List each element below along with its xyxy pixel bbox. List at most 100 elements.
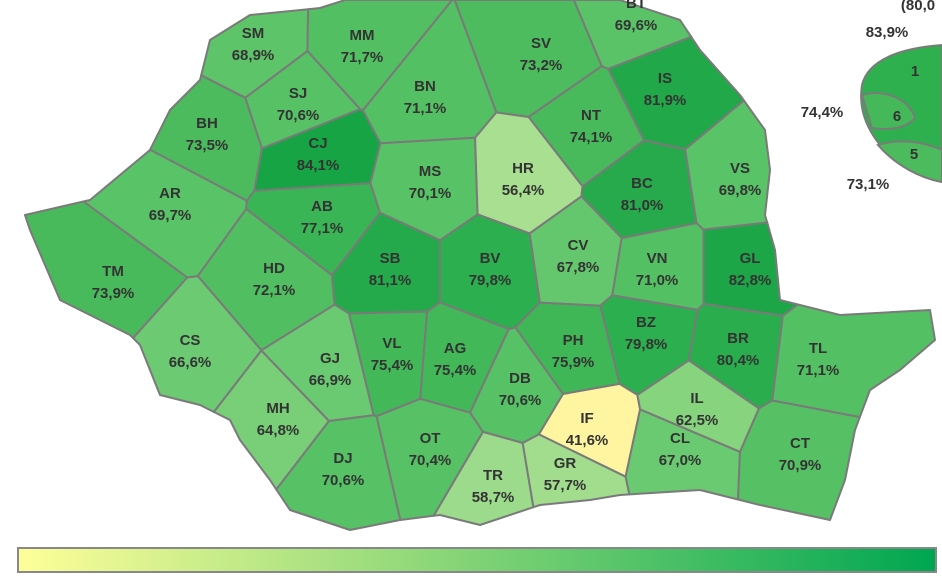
county (771, 303, 936, 419)
county-code: MH (266, 400, 289, 417)
county-code: BV (480, 250, 501, 267)
inset-shape (876, 140, 942, 184)
county-code: TL (809, 340, 827, 357)
county-code: CJ (308, 135, 327, 152)
inset-label: 5 (910, 146, 918, 163)
county-value: 75,4% (371, 357, 414, 374)
county-code: OT (420, 430, 441, 447)
county-value: 84,1% (297, 157, 340, 174)
color-legend (17, 547, 937, 573)
county-code: PH (563, 332, 584, 349)
county (275, 414, 402, 531)
county (24, 200, 189, 340)
county-value: 71,0% (636, 272, 679, 289)
county-value: 69,6% (615, 17, 658, 34)
county-value: 58,7% (472, 489, 515, 506)
inset-shape (860, 92, 917, 130)
county-code: CL (670, 430, 690, 447)
county-code: VL (382, 335, 401, 352)
county-value: 69,8% (719, 182, 762, 199)
county-value: 81,0% (621, 197, 664, 214)
inset-label: 74,4% (801, 104, 844, 121)
county (521, 433, 631, 509)
county-value: 56,4% (502, 182, 545, 199)
inset-label: 73,1% (847, 176, 890, 193)
county-value: 70,6% (322, 472, 365, 489)
county-value: 67,0% (659, 452, 702, 469)
county (702, 221, 799, 317)
county-code: HD (263, 260, 285, 277)
county-code: BN (414, 78, 436, 95)
county-value: 74,1% (570, 129, 613, 146)
county-value: 75,4% (434, 362, 477, 379)
county-value: 70,4% (409, 452, 452, 469)
county-code: TM (102, 263, 124, 280)
county-value: 41,6% (566, 432, 609, 449)
county-code: BC (631, 175, 653, 192)
county-value: 68,9% (232, 47, 275, 64)
county-code: VN (647, 250, 668, 267)
county-value: 69,7% (149, 207, 192, 224)
county-code: BT (626, 0, 646, 12)
county-code: TR (483, 467, 503, 484)
county-code: AG (444, 340, 467, 357)
county-code: BH (196, 115, 218, 132)
county-value: 70,1% (409, 185, 452, 202)
county-code: MS (419, 163, 442, 180)
county-value: 71,7% (341, 49, 384, 66)
county-code: HR (512, 160, 534, 177)
county-value: 77,1% (301, 220, 344, 237)
county-code: DB (509, 370, 531, 387)
inset-label: 6 (893, 108, 901, 125)
county-value: 73,2% (520, 57, 563, 74)
county-value: 66,6% (169, 354, 212, 371)
county-code: SM (242, 25, 265, 42)
county-value: 67,8% (557, 259, 600, 276)
county (737, 399, 861, 521)
county-value: 62,5% (676, 412, 719, 429)
county-code: AR (159, 185, 181, 202)
county-code: CS (180, 332, 201, 349)
county-value: 73,9% (92, 285, 135, 302)
inset-label: 1 (911, 63, 919, 80)
county-code: NT (581, 107, 601, 124)
county-value: 81,1% (369, 272, 412, 289)
county-code: MM (350, 27, 375, 44)
county-value: 72,1% (253, 282, 296, 299)
county-code: BZ (636, 314, 656, 331)
county-labels: SM 68,9% MM 71,7% BT 69,6% SV 73,2% BN 71,1% SJ 70,… (92, 0, 840, 506)
county-value: 57,7% (544, 477, 587, 494)
county-value: 66,9% (309, 372, 352, 389)
county-code: SJ (289, 85, 307, 102)
county (212, 349, 330, 491)
county-value: 71,1% (404, 100, 447, 117)
county-code: CT (790, 435, 810, 452)
county-code: IF (580, 410, 593, 427)
county-value: 81,9% (644, 92, 687, 109)
county-code: GL (740, 250, 761, 267)
county-value: 79,8% (469, 272, 512, 289)
inset: (80,0 83,9% 1 74,4% 6 5 73,1% (801, 0, 942, 193)
county-value: 70,9% (779, 457, 822, 474)
counties (24, 0, 936, 531)
county-code: SB (380, 250, 401, 267)
county-code: IS (658, 70, 672, 87)
county-code: VS (730, 160, 750, 177)
county-value: 64,8% (257, 422, 300, 439)
county-code: BR (727, 330, 749, 347)
county-value: 71,1% (797, 362, 840, 379)
county-value: 73,5% (186, 137, 229, 154)
county-value: 79,8% (625, 336, 668, 353)
county-value: 82,8% (729, 272, 772, 289)
county-code: IL (690, 390, 703, 407)
county-code: GR (554, 455, 577, 472)
county-code: GJ (320, 350, 340, 367)
county-code: CV (568, 237, 589, 254)
county-code: DJ (333, 450, 352, 467)
county-value: 75,9% (552, 354, 595, 371)
county-value: 80,4% (717, 352, 760, 369)
county-code: SV (531, 35, 551, 52)
inset-label: 83,9% (866, 24, 909, 41)
county-value: 70,6% (499, 392, 542, 409)
county-code: AB (311, 198, 333, 215)
